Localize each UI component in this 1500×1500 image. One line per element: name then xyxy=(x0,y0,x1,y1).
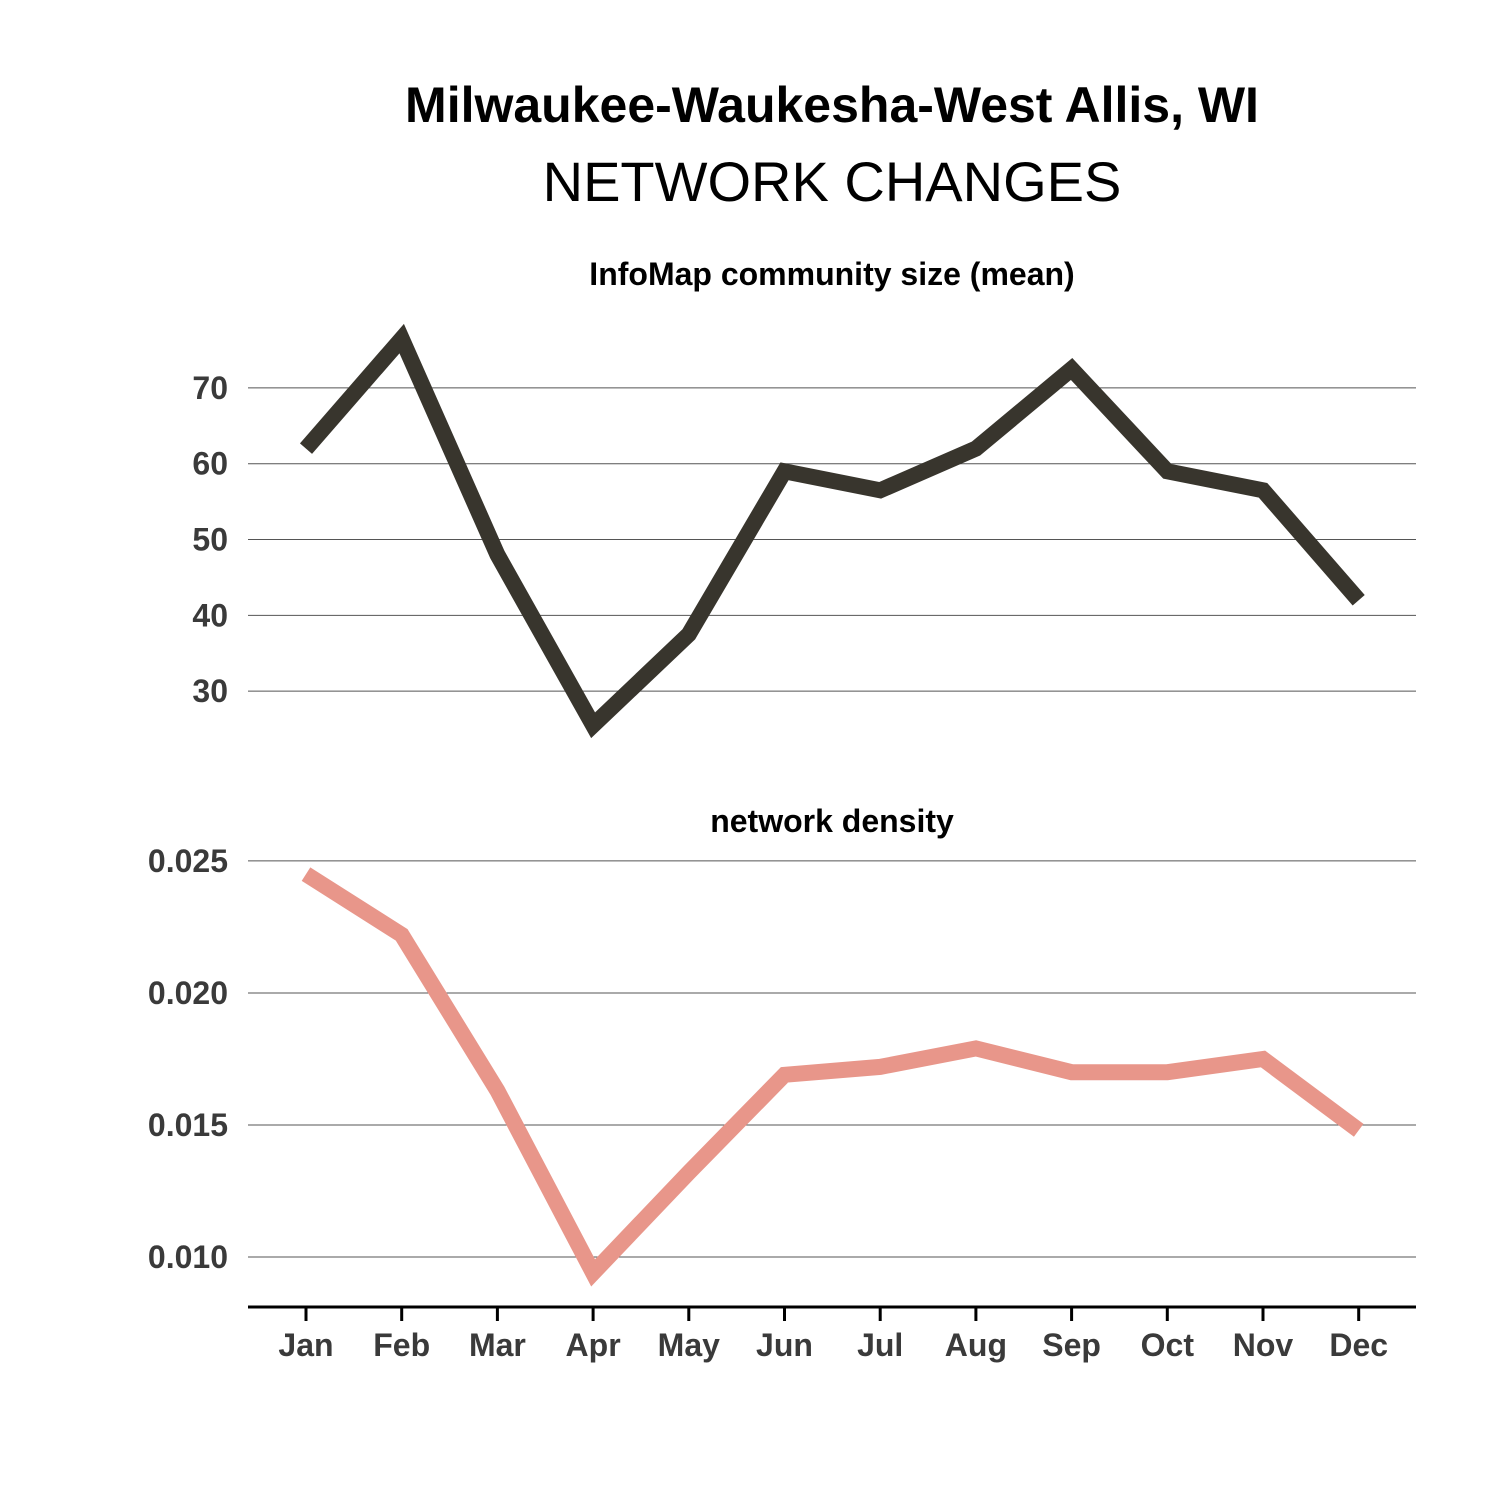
x-tick-label: Nov xyxy=(1233,1327,1294,1363)
y-tick-label: 0.010 xyxy=(148,1239,228,1275)
y-tick-label: 30 xyxy=(192,673,228,709)
y-tick-label: 0.025 xyxy=(148,843,228,879)
x-tick-label: Jul xyxy=(857,1327,903,1363)
panel-community-size: 30 40 50 60 70 xyxy=(192,323,1416,739)
series-line-network-density xyxy=(301,867,1364,1287)
y-tick-label: 70 xyxy=(192,370,228,406)
panel-title-network-density: network density xyxy=(710,803,954,839)
x-tick-label: Mar xyxy=(469,1327,526,1363)
x-tick-label: May xyxy=(658,1327,720,1363)
series-line-community-size xyxy=(299,323,1365,739)
y-tick-label: 0.015 xyxy=(148,1107,228,1143)
y-tick-label: 50 xyxy=(192,522,228,558)
x-axis: Jan Feb Mar Apr May Jun Jul Aug Sep Oct Nov Dec xyxy=(278,1307,1388,1363)
x-tick-label: Oct xyxy=(1141,1327,1195,1363)
x-tick-label: Jan xyxy=(278,1327,333,1363)
x-tick-label: Apr xyxy=(566,1327,621,1363)
y-tick-label: 60 xyxy=(192,446,228,482)
x-tick-label: Dec xyxy=(1329,1327,1388,1363)
y-tick-label: 0.020 xyxy=(148,975,228,1011)
x-tick-label: Jun xyxy=(756,1327,813,1363)
x-tick-label: Feb xyxy=(373,1327,430,1363)
x-tick-label: Aug xyxy=(945,1327,1007,1363)
y-tick-label: 40 xyxy=(192,597,228,633)
chart-subtitle: NETWORK CHANGES xyxy=(543,150,1122,213)
panel-network-density: 0.010 0.015 0.020 0.025 xyxy=(148,843,1416,1287)
panel-title-community-size: InfoMap community size (mean) xyxy=(589,256,1074,292)
x-tick-label: Sep xyxy=(1042,1327,1101,1363)
chart-title: Milwaukee-Waukesha-West Allis, WI xyxy=(405,77,1259,133)
